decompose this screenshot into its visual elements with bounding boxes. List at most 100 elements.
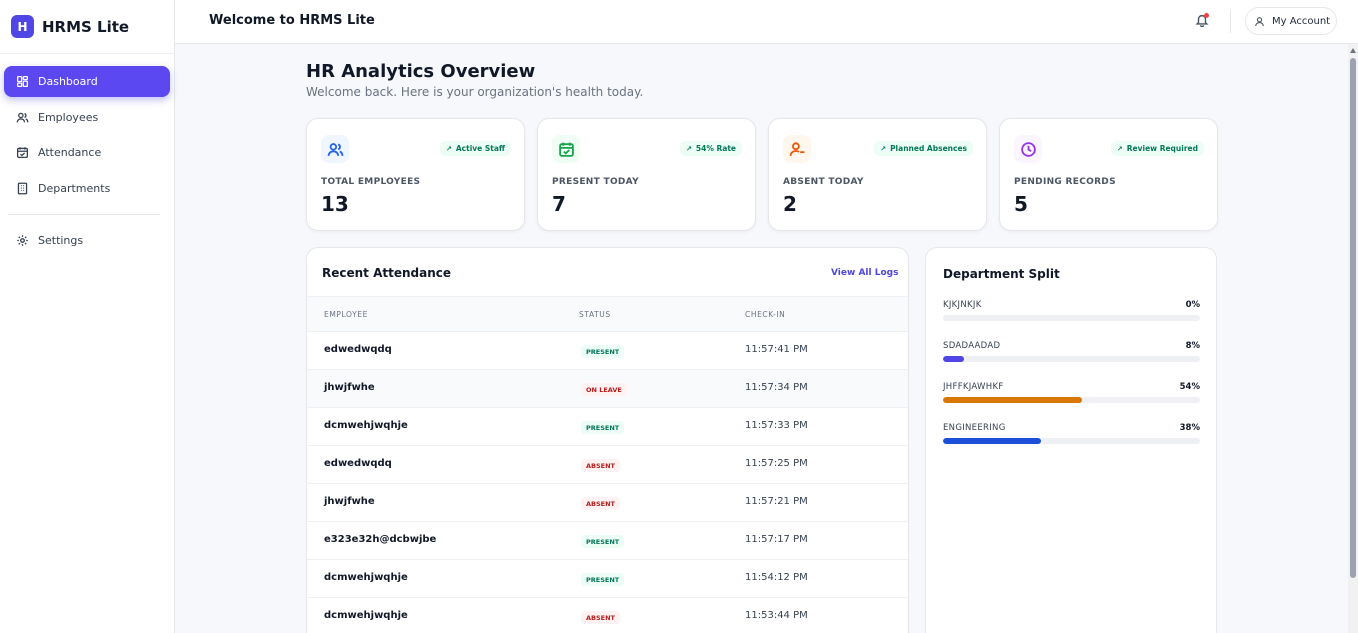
stat-value: 5	[1014, 192, 1028, 216]
sidebar-item-label: Departments	[38, 181, 111, 195]
stat-badge-label: 54% Rate	[695, 144, 736, 153]
department-name: ENGINEERING	[943, 423, 1006, 433]
my-account-button[interactable]: My Account	[1245, 7, 1337, 35]
status-badge: ABSENT	[581, 497, 620, 510]
status-badge: ABSENT	[581, 611, 620, 624]
sidebar-item-settings[interactable]: Settings	[4, 225, 170, 256]
checkin-time: 11:54:12 PM	[745, 572, 808, 583]
department-percent: 38%	[1179, 423, 1200, 433]
checkin-time: 11:57:33 PM	[745, 420, 808, 431]
brand-logo: H	[11, 15, 34, 38]
column-header-status: STATUS	[579, 310, 611, 319]
stat-value: 13	[321, 192, 349, 216]
page-scrollbar[interactable]	[1348, 44, 1358, 633]
sidebar-item-dashboard[interactable]: Dashboard	[4, 66, 170, 97]
checkin-time: 11:57:21 PM	[745, 496, 808, 507]
status-badge: PRESENT	[581, 535, 625, 548]
header-title: Welcome to HRMS Lite	[209, 13, 375, 28]
department-progress-fill	[943, 356, 964, 362]
stat-label: TOTAL EMPLOYEES	[321, 177, 421, 187]
table-row[interactable]: edwedwqdq PRESENT 11:57:41 PM	[307, 332, 908, 370]
users-icon	[321, 135, 349, 163]
trend-up-icon: ↗	[446, 144, 452, 153]
table-row[interactable]: dcmwehjwqhje PRESENT 11:54:12 PM	[307, 560, 908, 598]
status-badge: ON LEAVE	[581, 383, 627, 396]
status-badge: PRESENT	[581, 345, 625, 358]
status-badge: PRESENT	[581, 573, 625, 586]
stat-badge: ↗ Planned Absences	[874, 141, 973, 156]
department-name: KJKJNKJK	[943, 300, 982, 310]
stat-badge: ↗ Review Required	[1110, 141, 1204, 156]
employee-name: dcmwehjwqhje	[324, 572, 408, 583]
department-progress-track	[943, 397, 1200, 403]
sidebar-item-attendance[interactable]: Attendance	[4, 137, 170, 168]
notifications-button[interactable]	[1195, 12, 1211, 28]
sidebar-nav: Dashboard Employees Attendance Departmen…	[0, 54, 174, 256]
stat-badge-label: Review Required	[1126, 144, 1198, 153]
column-header-checkin: CHECK-IN	[745, 310, 786, 319]
checkin-time: 11:57:25 PM	[745, 458, 808, 469]
bell-icon	[1195, 12, 1209, 31]
table-header: EMPLOYEE STATUS CHECK-IN	[307, 296, 908, 332]
column-header-employee: EMPLOYEE	[324, 310, 368, 319]
user-icon	[1255, 16, 1264, 26]
table-row[interactable]: jhwjfwhe ON LEAVE 11:57:34 PM	[307, 370, 908, 408]
department-progress-fill	[943, 438, 1041, 444]
sidebar-item-label: Settings	[38, 233, 84, 247]
checkin-time: 11:53:44 PM	[745, 610, 808, 621]
checkin-time: 11:57:41 PM	[745, 344, 808, 355]
stat-badge-label: Active Staff	[455, 144, 505, 153]
scrollbar-thumb[interactable]	[1350, 58, 1356, 578]
department-split-title: Department Split	[943, 267, 1060, 281]
stat-label: ABSENT TODAY	[783, 177, 864, 187]
users-icon	[16, 111, 29, 124]
status-badge: ABSENT	[581, 459, 620, 472]
employee-name: jhwjfwhe	[324, 382, 375, 393]
scroll-up-arrow[interactable]	[1350, 48, 1356, 53]
stat-badge-label: Planned Absences	[890, 144, 967, 153]
stat-value: 2	[783, 192, 797, 216]
table-row[interactable]: edwedwqdq ABSENT 11:57:25 PM	[307, 446, 908, 484]
department-name: JHFFKJAWHKF	[943, 382, 1004, 392]
table-row[interactable]: dcmwehjwqhje PRESENT 11:57:33 PM	[307, 408, 908, 446]
brand-name: HRMS Lite	[42, 17, 130, 36]
top-header: Welcome to HRMS Lite My Account	[175, 0, 1358, 44]
department-split-panel: Department Split KJKJNKJK 0% SDADAADAD 8…	[925, 247, 1217, 633]
view-all-logs-link[interactable]: View All Logs	[831, 268, 899, 278]
sidebar-item-label: Employees	[38, 110, 99, 124]
stat-card-pending-records: ↗ Review Required PENDING RECORDS 5	[999, 118, 1218, 231]
table-row[interactable]: dcmwehjwqhje ABSENT 11:53:44 PM	[307, 598, 908, 633]
employee-name: edwedwqdq	[324, 458, 392, 469]
checkin-time: 11:57:34 PM	[745, 382, 808, 393]
stat-card-absent-today: ↗ Planned Absences ABSENT TODAY 2	[768, 118, 987, 231]
stat-label: PRESENT TODAY	[552, 177, 639, 187]
department-progress-track	[943, 315, 1200, 321]
sidebar-divider	[8, 213, 160, 215]
sidebar-item-employees[interactable]: Employees	[4, 102, 170, 133]
brand[interactable]: H HRMS Lite	[0, 0, 174, 54]
department-percent: 8%	[1185, 341, 1200, 351]
employee-name: e323e32h@dcbwjbe	[324, 534, 437, 545]
stat-card-total-employees: ↗ Active Staff TOTAL EMPLOYEES 13	[306, 118, 525, 231]
stat-label: PENDING RECORDS	[1014, 177, 1116, 187]
employee-name: dcmwehjwqhje	[324, 420, 408, 431]
sidebar-item-departments[interactable]: Departments	[4, 173, 170, 204]
calendar-check-icon	[552, 135, 580, 163]
sidebar: H HRMS Lite Dashboard Employees Attendan…	[0, 0, 175, 633]
page-title: HR Analytics Overview	[306, 61, 536, 82]
clock-icon	[1014, 135, 1042, 163]
recent-attendance-panel: Recent Attendance View All Logs EMPLOYEE…	[306, 247, 909, 633]
department-percent: 0%	[1185, 300, 1200, 310]
table-row[interactable]: jhwjfwhe ABSENT 11:57:21 PM	[307, 484, 908, 522]
recent-attendance-title: Recent Attendance	[322, 266, 452, 280]
building-icon	[16, 182, 29, 195]
stat-badge: ↗ Active Staff	[440, 141, 511, 156]
header-divider	[1230, 10, 1231, 33]
table-row[interactable]: e323e32h@dcbwjbe PRESENT 11:57:17 PM	[307, 522, 908, 560]
my-account-label: My Account	[1272, 15, 1331, 27]
stat-card-present-today: ↗ 54% Rate PRESENT TODAY 7	[537, 118, 756, 231]
stat-value: 7	[552, 192, 566, 216]
gear-icon	[16, 234, 29, 247]
department-percent: 54%	[1179, 382, 1200, 392]
dashboard-icon	[16, 75, 29, 88]
